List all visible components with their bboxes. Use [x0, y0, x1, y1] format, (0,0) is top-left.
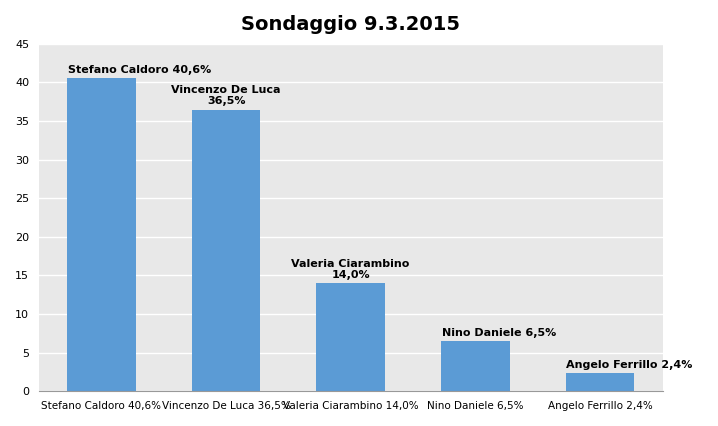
Title: Sondaggio 9.3.2015: Sondaggio 9.3.2015	[241, 15, 460, 34]
Bar	[317, 283, 385, 391]
Text: Vincenzo De Luca
36,5%: Vincenzo De Luca 36,5%	[172, 85, 281, 106]
Text: Angelo Ferrillo 2,4%: Angelo Ferrillo 2,4%	[567, 360, 693, 370]
Bar	[192, 109, 261, 391]
Bar	[441, 341, 510, 391]
Text: Stefano Caldoro 40,6%: Stefano Caldoro 40,6%	[67, 65, 211, 75]
Text: Nino Daniele 6,5%: Nino Daniele 6,5%	[442, 328, 556, 338]
Bar	[67, 78, 136, 391]
Bar	[566, 373, 634, 391]
Text: Valeria Ciarambino
14,0%: Valeria Ciarambino 14,0%	[292, 259, 410, 280]
